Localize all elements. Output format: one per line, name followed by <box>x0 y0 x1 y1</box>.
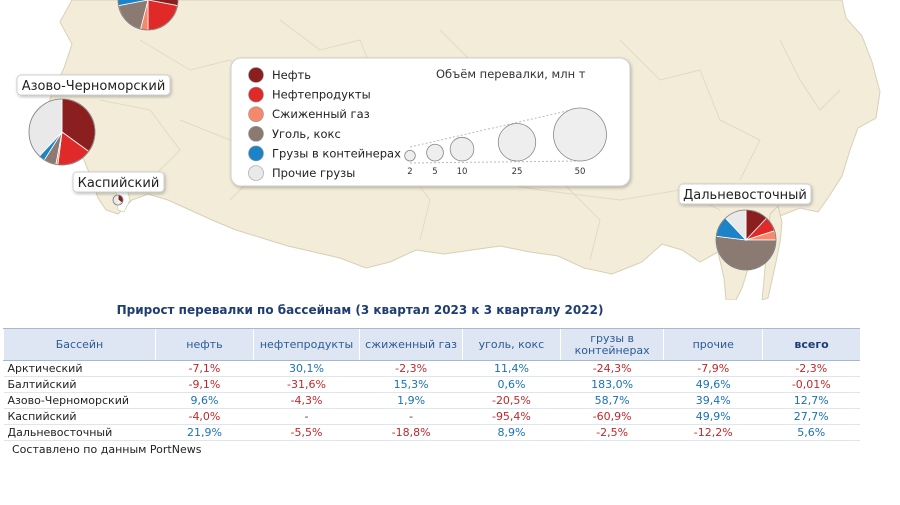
header-coal: уголь, кокс <box>462 328 561 361</box>
table-header-row: Бассейн нефть нефтепродукты сжиженный га… <box>3 328 860 361</box>
cell-total: 12,7% <box>762 392 860 409</box>
cell-basin: Балтийский <box>3 376 156 393</box>
size-legend-circle <box>553 107 607 162</box>
cell-total: 27,7% <box>762 408 860 425</box>
cell-other: 49,9% <box>663 408 763 425</box>
svg-text:Дальневосточный: Дальневосточный <box>683 188 807 203</box>
pie-caspian <box>112 194 124 206</box>
cell-lng: 1,9% <box>359 392 463 409</box>
pie-azov-black-sea <box>28 98 96 166</box>
pie-outline <box>117 0 179 31</box>
label-caspian: Каспийский <box>72 171 165 193</box>
cell-oil-products: -4,3% <box>253 392 360 409</box>
size-legend-circle <box>404 149 416 162</box>
cell-oil: -4,0% <box>155 408 254 425</box>
cell-coal: -95,4% <box>462 408 561 425</box>
cell-oil: -7,1% <box>155 360 254 377</box>
pie-baltic <box>117 0 179 31</box>
cell-oil-products: -31,6% <box>253 376 360 393</box>
cell-other: -12,2% <box>663 424 763 441</box>
cell-total: -0,01% <box>762 376 860 393</box>
cell-oil: 9,6% <box>155 392 254 409</box>
source-note: Составлено по данным PortNews <box>12 443 202 456</box>
svg-text:Каспийский: Каспийский <box>78 176 160 191</box>
header-oil-products: нефтепродукты <box>252 328 360 361</box>
cell-containers: -24,3% <box>560 360 664 377</box>
legend-swatch-lng <box>248 106 264 122</box>
cell-oil: 21,9% <box>155 424 254 441</box>
cell-coal: -20,5% <box>462 392 561 409</box>
pie-far-east <box>715 209 777 271</box>
legend-label-oil: Нефть <box>272 68 311 82</box>
table-row: Балтийский -9,1% -31,6% 15,3% 0,6% 183,0% 49,6… <box>3 376 860 393</box>
legend-label-coal: Уголь, кокс <box>272 127 341 141</box>
size-legend-tick: 50 <box>575 167 586 177</box>
table-row: Дальневосточный 21,9% -5,5% -18,8% 8,9% -2,5%… <box>3 424 860 441</box>
cell-lng: 15,3% <box>359 376 463 393</box>
cell-other: 39,4% <box>663 392 763 409</box>
legend-swatch-containers <box>248 145 264 162</box>
legend-label-oil-products: Нефтепродукты <box>272 88 371 102</box>
growth-table: Бассейн нефть нефтепродукты сжиженный га… <box>3 328 860 441</box>
cell-containers: -60,9% <box>560 408 664 425</box>
size-legend-title: Объём перевалки, млн т <box>436 67 586 81</box>
cell-oil-products: -5,5% <box>253 424 360 441</box>
table-row: Азово-Черноморский 9,6% -4,3% 1,9% -20,5% 58,… <box>3 392 860 409</box>
pie-outline <box>715 209 777 271</box>
size-legend-guide-top <box>409 107 581 148</box>
size-legend-tick: 10 <box>457 167 468 177</box>
cell-coal: 8,9% <box>462 424 561 441</box>
legend-label-lng: Сжиженный газ <box>272 107 370 121</box>
map-legend: Нефть Нефтепродукты Сжиженный газ Уголь, ко… <box>230 57 631 187</box>
cell-containers: 58,7% <box>560 392 664 409</box>
header-lng: сжиженный газ <box>359 328 463 361</box>
cell-basin: Дальневосточный <box>3 424 156 441</box>
cell-coal: 0,6% <box>462 376 561 393</box>
size-legend-guide-bottom <box>409 160 581 164</box>
cell-other: -7,9% <box>663 360 763 377</box>
legend-swatch-coal <box>248 126 264 142</box>
table-row: Каспийский -4,0% - - -95,4% -60,9% 49,9% 27,7% <box>3 408 860 425</box>
size-legend-circle <box>426 143 444 162</box>
cell-containers: 183,0% <box>560 376 664 393</box>
header-other: прочие <box>663 328 763 361</box>
pie-outline <box>28 98 96 166</box>
header-oil: нефть <box>155 328 254 361</box>
cell-total: -2,3% <box>762 360 860 377</box>
cell-oil-products: 30,1% <box>253 360 360 377</box>
cell-total: 5,6% <box>762 424 860 441</box>
cell-other: 49,6% <box>663 376 763 393</box>
legend-swatch-other <box>248 165 264 181</box>
label-far-east: Дальневосточный <box>678 183 812 205</box>
cell-basin: Каспийский <box>3 408 156 425</box>
size-legend-circle <box>449 136 475 162</box>
cell-lng: -2,3% <box>359 360 463 377</box>
cell-oil-products: - <box>253 408 360 425</box>
cell-oil: -9,1% <box>155 376 254 393</box>
legend-label-containers: Грузы в контейнерах <box>272 146 401 160</box>
svg-text:Азово-Черноморский: Азово-Черноморский <box>22 79 166 94</box>
legend-label-other: Прочие грузы <box>272 166 355 180</box>
header-basin: Бассейн <box>3 328 156 361</box>
legend-swatch-oil-products <box>248 86 264 103</box>
label-azov-black-sea: Азово-Черноморский <box>16 74 171 96</box>
header-containers: грузы в контейнерах <box>559 328 664 361</box>
cell-basin: Арктический <box>3 360 156 377</box>
legend-swatch-oil <box>248 67 264 83</box>
cell-lng: -18,8% <box>359 424 463 441</box>
cell-lng: - <box>359 408 463 425</box>
table-title: Прирост перевалки по бассейнам (3 кварта… <box>116 303 604 317</box>
pie-outline <box>112 194 124 206</box>
table-row: Арктический -7,1% 30,1% -2,3% 11,4% -24,3% -7,… <box>3 360 860 377</box>
cell-coal: 11,4% <box>462 360 561 377</box>
cell-containers: -2,5% <box>560 424 664 441</box>
size-legend-tick: 2 <box>407 167 412 177</box>
size-legend-tick: 25 <box>512 167 523 177</box>
size-legend-circle <box>497 123 537 162</box>
size-legend-tick: 5 <box>432 167 437 177</box>
basins-map: Азово-Черноморский Каспийский Дальневост… <box>16 0 881 300</box>
cell-basin: Азово-Черноморский <box>3 392 156 409</box>
header-total: всего <box>762 328 860 361</box>
